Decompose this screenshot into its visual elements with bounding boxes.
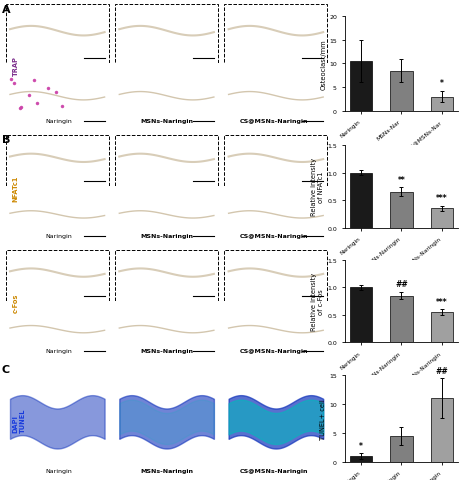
Bar [431,209,453,228]
Bar [390,296,413,343]
Text: ##: ## [436,366,448,375]
Text: MSNs-Naringin: MSNs-Naringin [140,468,193,473]
Text: *: * [359,441,363,450]
Bar [431,312,453,343]
Text: CS@MSNs-Naringin: CS@MSNs-Naringin [240,468,309,473]
Y-axis label: Relative intensity
of c-Fos: Relative intensity of c-Fos [311,273,324,331]
Text: B: B [1,135,10,145]
Text: c-Fos: c-Fos [13,293,19,312]
Text: MSNs-Naringin: MSNs-Naringin [140,348,193,353]
Text: Naringin: Naringin [46,119,72,124]
Text: CS@MSNs-Naringin: CS@MSNs-Naringin [240,234,309,239]
Text: Naringin: Naringin [46,468,72,473]
Bar [350,456,372,462]
Bar [350,288,372,343]
Text: Naringin: Naringin [46,234,72,239]
Y-axis label: Osteoclast/mm: Osteoclast/mm [320,39,326,90]
Bar [350,173,372,228]
Text: MSNs-Naringin: MSNs-Naringin [140,119,193,124]
Bar [431,398,453,462]
Text: ##: ## [395,280,408,289]
Text: ***: *** [436,297,448,306]
Bar [390,436,413,462]
Y-axis label: Relative intensity
of NFATc1: Relative intensity of NFATc1 [311,158,324,216]
Bar [431,97,453,112]
Text: MSNs-Naringin: MSNs-Naringin [140,234,193,239]
Text: A: A [1,5,10,15]
Text: DAPI
TUNEL: DAPI TUNEL [13,408,26,432]
Text: CS@MSNs-Naringin: CS@MSNs-Naringin [240,119,309,124]
Text: *: * [440,79,444,88]
Text: **: ** [398,176,405,185]
Bar [390,72,413,112]
Text: TRAP: TRAP [13,56,19,75]
Text: ***: *** [436,194,448,203]
Bar [350,62,372,112]
Text: CS@MSNs-Naringin: CS@MSNs-Naringin [240,348,309,353]
Bar [390,192,413,228]
Text: NFATc1: NFATc1 [13,175,19,201]
Text: C: C [1,364,9,374]
Text: Naringin: Naringin [46,348,72,353]
Y-axis label: TUNEL+ cell: TUNEL+ cell [320,398,327,439]
